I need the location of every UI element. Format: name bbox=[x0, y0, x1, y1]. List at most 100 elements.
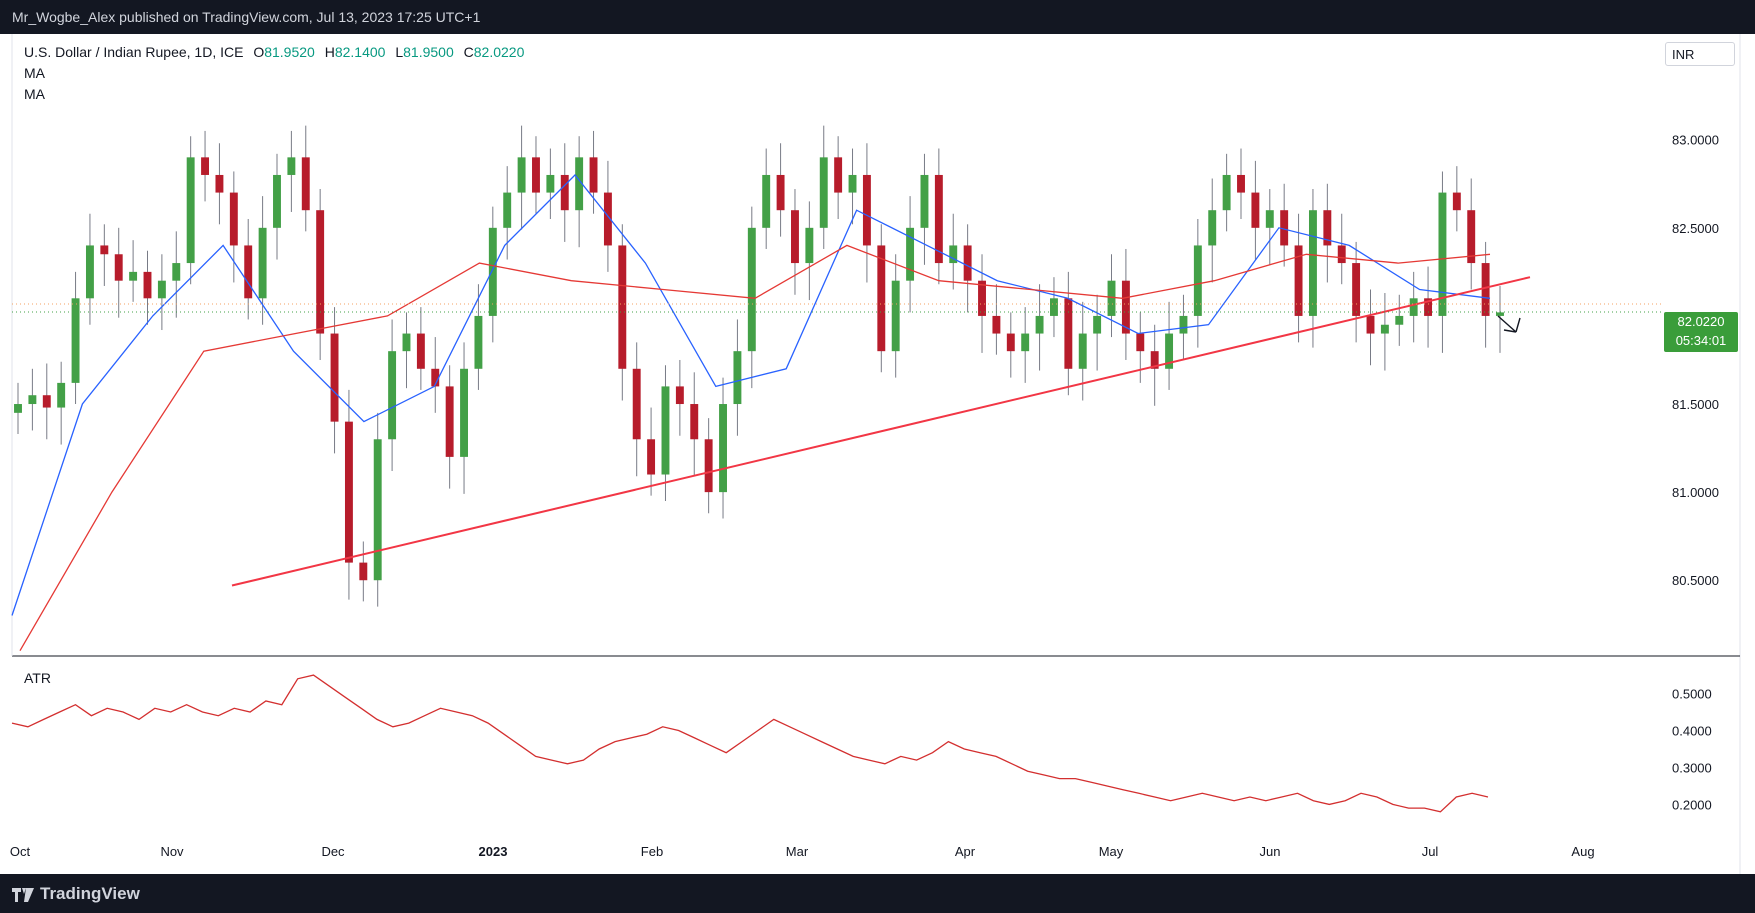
candle-body bbox=[1366, 315, 1375, 334]
price-tick-label: 81.5000 bbox=[1672, 397, 1719, 412]
candle-body bbox=[733, 351, 742, 405]
candle-body bbox=[344, 421, 353, 563]
candle-body bbox=[1193, 245, 1202, 316]
x-tick-label: Nov bbox=[160, 844, 184, 859]
support-trendline bbox=[231, 276, 1531, 587]
candle-body bbox=[1150, 351, 1159, 369]
x-tick-label: Jun bbox=[1260, 844, 1281, 859]
tradingview-logo[interactable]: TradingView bbox=[12, 884, 140, 904]
candle-body bbox=[949, 245, 958, 264]
candle-body bbox=[215, 174, 224, 193]
candle-body bbox=[1136, 333, 1145, 352]
candle-body bbox=[647, 439, 656, 475]
x-tick-label: Jul bbox=[1422, 844, 1439, 859]
candle-body bbox=[186, 157, 195, 264]
candle-body bbox=[560, 174, 569, 211]
candle-body bbox=[330, 333, 339, 422]
candle-body bbox=[157, 280, 166, 299]
low-value: 81.9500 bbox=[403, 44, 454, 60]
candle-body bbox=[819, 157, 828, 228]
candle-body bbox=[316, 210, 325, 334]
candle-body bbox=[877, 245, 886, 352]
open-label: O bbox=[253, 44, 265, 60]
candle-body bbox=[1179, 315, 1188, 334]
candles bbox=[14, 125, 1504, 607]
candle-body bbox=[1424, 298, 1433, 316]
tradingview-logo-text: TradingView bbox=[40, 884, 140, 903]
last-price-badge: 82.0220 05:34:01 bbox=[1664, 312, 1738, 352]
candle-body bbox=[273, 174, 281, 228]
candle-body bbox=[503, 192, 512, 228]
candle-body bbox=[1352, 263, 1361, 316]
candle-body bbox=[402, 333, 411, 352]
candle-body bbox=[301, 157, 310, 211]
candle-body bbox=[1496, 312, 1504, 316]
candle-body bbox=[1237, 174, 1245, 193]
candle-body bbox=[445, 386, 454, 457]
candle-body bbox=[1467, 210, 1476, 264]
last-price-value: 82.0220 bbox=[1677, 314, 1725, 329]
candle-body bbox=[1064, 298, 1073, 369]
x-tick-label: Aug bbox=[1571, 844, 1594, 859]
candle-body bbox=[1093, 315, 1102, 334]
price-tick-label: 80.5000 bbox=[1672, 573, 1719, 588]
candle-body bbox=[474, 315, 483, 369]
ma-fast-label[interactable]: MA bbox=[24, 65, 45, 81]
candle-body bbox=[1308, 210, 1317, 316]
candle-body bbox=[747, 227, 756, 352]
candle-body bbox=[201, 157, 210, 175]
candle-body bbox=[416, 333, 425, 369]
candle-body bbox=[14, 404, 22, 413]
candle-body bbox=[460, 368, 468, 457]
candle-body bbox=[258, 227, 267, 299]
atr-label: ATR bbox=[24, 670, 51, 686]
ma-slow-label[interactable]: MA bbox=[24, 86, 45, 102]
trendline-group bbox=[231, 276, 1531, 587]
atr-group: 0.5000 0.4000 0.3000 0.2000 bbox=[11, 674, 1712, 813]
candle-body bbox=[359, 562, 368, 581]
bar-countdown: 05:34:01 bbox=[1675, 333, 1727, 348]
open-value: 81.9520 bbox=[264, 44, 315, 60]
candle-body bbox=[287, 157, 296, 175]
candle-body bbox=[1380, 324, 1389, 334]
candle-body bbox=[100, 245, 109, 255]
candle-body bbox=[1035, 315, 1044, 334]
candle-body bbox=[1222, 174, 1231, 211]
x-tick-label: May bbox=[1099, 844, 1124, 859]
x-tick-label: Feb bbox=[641, 844, 663, 859]
atr-tick-label: 0.5000 bbox=[1672, 687, 1712, 702]
candle-body bbox=[1078, 333, 1087, 369]
candle-body bbox=[805, 227, 814, 264]
candle-body bbox=[1481, 263, 1490, 316]
candle-body bbox=[42, 395, 51, 408]
footer-bar: TradingView bbox=[0, 874, 1755, 913]
x-tick-label: 2023 bbox=[479, 844, 508, 859]
candle-body bbox=[57, 382, 66, 408]
x-tick-label: Dec bbox=[321, 844, 345, 859]
candle-body bbox=[690, 404, 699, 440]
candle-body bbox=[1294, 245, 1303, 316]
candle-body bbox=[1165, 333, 1174, 369]
candle-body bbox=[1107, 280, 1116, 316]
candle-body bbox=[603, 192, 612, 246]
price-tick-label: 83.0000 bbox=[1672, 133, 1719, 148]
close-value: 82.0220 bbox=[473, 44, 525, 60]
low-label: L bbox=[395, 44, 404, 60]
candle-body bbox=[632, 368, 641, 440]
candle-body bbox=[834, 157, 843, 193]
candle-body bbox=[1121, 280, 1130, 334]
candle-body bbox=[1409, 298, 1418, 316]
candle-body bbox=[891, 280, 900, 352]
x-tick-label: Mar bbox=[786, 844, 809, 859]
symbol-title: U.S. Dollar / Indian Rupee, 1D, ICE bbox=[24, 44, 244, 60]
candle-body bbox=[172, 263, 181, 281]
ma-fast-line bbox=[11, 174, 1491, 616]
currency-button[interactable]: INR bbox=[1665, 42, 1735, 66]
atr-tick-label: 0.2000 bbox=[1672, 797, 1712, 812]
candle-body bbox=[992, 315, 1001, 334]
candle-body bbox=[589, 157, 598, 193]
moving-averages bbox=[11, 174, 1491, 652]
candle-body bbox=[546, 174, 555, 193]
